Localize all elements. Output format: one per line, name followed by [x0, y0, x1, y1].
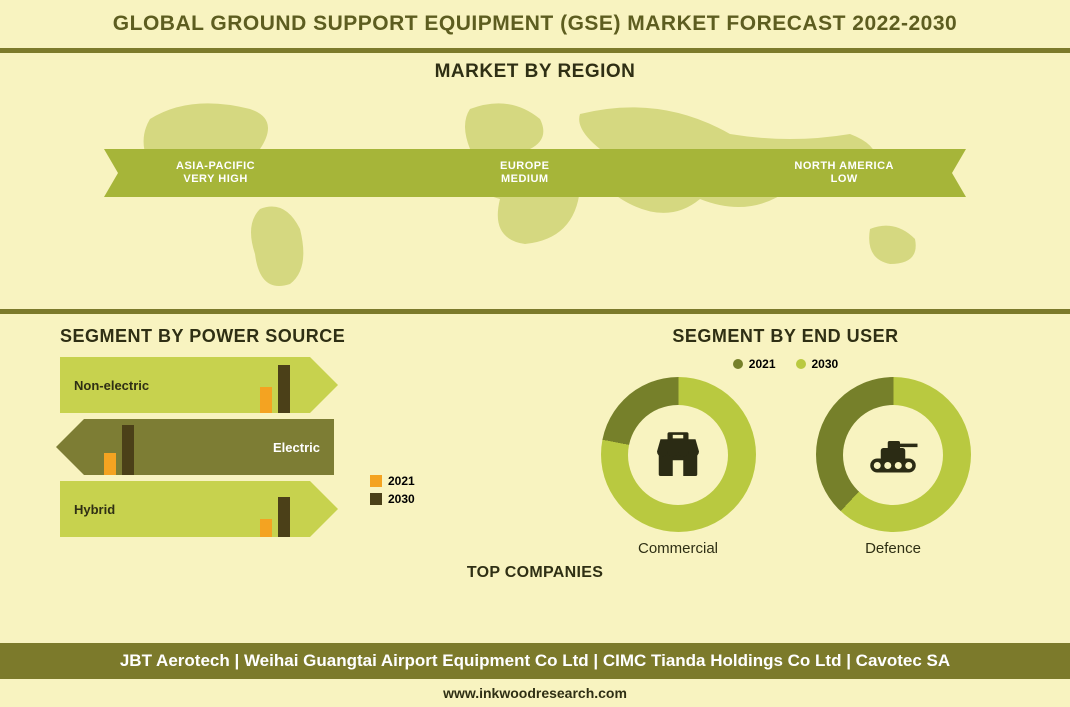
- power-row-non-electric: Non-electric: [60, 357, 310, 413]
- donut-defence: Defence: [816, 377, 971, 557]
- power-heading: SEGMENT BY POWER SOURCE: [60, 326, 509, 347]
- region-section: MARKET BY REGION ASIA-PACIFIC VERY HIGH: [0, 48, 1070, 314]
- legend-item-2030: 2030: [370, 492, 415, 506]
- header: GLOBAL GROUND SUPPORT EQUIPMENT (GSE) MA…: [0, 0, 1070, 48]
- power-row-electric: Electric: [84, 419, 334, 475]
- donut-label: Commercial: [601, 540, 756, 557]
- region-ribbon: ASIA-PACIFIC VERY HIGH EUROPE MEDIUM NOR…: [104, 149, 966, 197]
- bar-2021: [104, 453, 116, 475]
- legend-swatch-2030: [370, 493, 382, 505]
- bar-2030: [122, 425, 134, 475]
- page-title: GLOBAL GROUND SUPPORT EQUIPMENT (GSE) MA…: [113, 12, 957, 36]
- region-item-line2: LOW: [794, 173, 894, 186]
- region-heading: MARKET BY REGION: [0, 61, 1070, 83]
- power-bars: [260, 365, 290, 413]
- page-root: GLOBAL GROUND SUPPORT EQUIPMENT (GSE) MA…: [0, 0, 1070, 707]
- region-item-line1: EUROPE: [500, 160, 549, 172]
- bar-2021: [260, 387, 272, 413]
- legend-label: 2021: [388, 474, 415, 488]
- power-bars: [104, 425, 134, 475]
- end-user-legend: 2021 2030: [561, 357, 1010, 371]
- legend-item-2021: 2021: [370, 474, 415, 488]
- end-user-heading: SEGMENT BY END USER: [561, 326, 1010, 347]
- power-row-hybrid: Hybrid: [60, 481, 310, 537]
- region-item-na: NORTH AMERICA LOW: [794, 160, 894, 185]
- power-legend: 2021 2030: [370, 474, 415, 510]
- legend-label: 2030: [388, 492, 415, 506]
- footer-url: www.inkwoodresearch.com: [0, 685, 1070, 701]
- legend-swatch-2030: [796, 359, 806, 369]
- legend-label: 2021: [749, 357, 776, 371]
- region-item-line1: ASIA-PACIFIC: [176, 160, 255, 172]
- bar-2021: [260, 519, 272, 537]
- bar-2030: [278, 497, 290, 537]
- segments-row: SEGMENT BY POWER SOURCE Non-electric Elec…: [0, 314, 1070, 624]
- power-bars: [260, 497, 290, 537]
- arrowhead-icon: [56, 419, 84, 475]
- arrowhead-icon: [310, 481, 338, 537]
- region-item-line2: MEDIUM: [500, 173, 549, 186]
- shop-icon: [628, 405, 728, 505]
- top-companies-bar: JBT Aerotech | Weihai Guangtai Airport E…: [0, 643, 1070, 679]
- legend-label: 2030: [812, 357, 839, 371]
- region-item-line1: NORTH AMERICA: [794, 160, 894, 172]
- power-row-label: Non-electric: [74, 378, 149, 393]
- donut-label: Defence: [816, 540, 971, 557]
- ribbon-tail-left-icon: [104, 149, 128, 197]
- power-chart: Non-electric Electric Hybrid: [60, 357, 360, 577]
- tank-icon: [843, 405, 943, 505]
- legend-item-2030: 2030: [796, 357, 839, 371]
- power-row-label: Hybrid: [74, 502, 115, 517]
- donut-commercial: Commercial: [601, 377, 756, 557]
- legend-item-2021: 2021: [733, 357, 776, 371]
- power-row-label: Electric: [273, 440, 320, 455]
- donut-ring: [816, 377, 971, 532]
- region-item-line2: VERY HIGH: [176, 173, 255, 186]
- bar-2030: [278, 365, 290, 413]
- arrowhead-icon: [310, 357, 338, 413]
- donut-row: Commercial Defence: [561, 377, 1010, 557]
- ribbon-bar: ASIA-PACIFIC VERY HIGH EUROPE MEDIUM NOR…: [128, 149, 942, 197]
- ribbon-tail-right-icon: [942, 149, 966, 197]
- region-item-asia: ASIA-PACIFIC VERY HIGH: [176, 160, 255, 185]
- legend-swatch-2021: [370, 475, 382, 487]
- legend-swatch-2021: [733, 359, 743, 369]
- top-companies-heading: TOP COMPANIES: [0, 564, 1070, 582]
- donut-ring: [601, 377, 756, 532]
- region-item-europe: EUROPE MEDIUM: [500, 160, 549, 185]
